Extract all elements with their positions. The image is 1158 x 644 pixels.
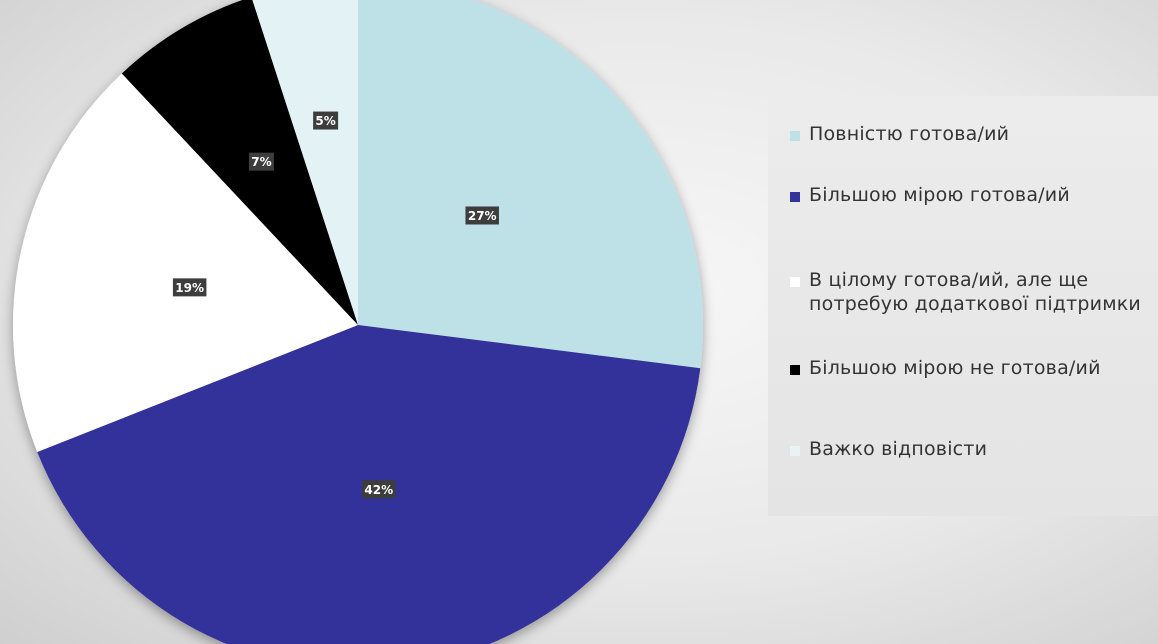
data-label-box [465, 206, 499, 225]
pie-slice [252, 0, 358, 325]
legend-label: В цілому готова/ий, але ще потребую дода… [809, 269, 1141, 315]
data-label-text: 27% [468, 209, 497, 223]
legend-swatch [790, 446, 800, 456]
data-label: 5% [313, 111, 339, 130]
pie-slice [13, 73, 359, 453]
legend-swatch [790, 365, 800, 375]
legend-panel [768, 96, 1158, 516]
data-label-text: 5% [315, 114, 335, 128]
legend-label: Важко відповісти [809, 438, 988, 460]
data-label: 7% [248, 152, 274, 171]
legend-label: Більшою мірою готова/ий [809, 184, 1070, 206]
pie-data-labels: 27% 42% 19% 7% 5% [172, 111, 499, 499]
legend-label: Більшою мірою не готова/ий [809, 357, 1101, 379]
data-label: 42% [362, 480, 396, 499]
legend-label: Повністю готова/ий [809, 123, 1010, 145]
data-label-box [313, 111, 339, 130]
data-label-box [248, 152, 274, 171]
legend-swatch [790, 192, 800, 202]
data-label-box [172, 278, 207, 297]
legend-swatch [790, 277, 800, 287]
data-label-text: 42% [364, 483, 393, 497]
pie-slice [121, 0, 358, 325]
legend-swatch [790, 131, 800, 141]
data-label: 19% [172, 278, 207, 297]
data-label-text: 19% [175, 281, 204, 295]
data-label-box [362, 480, 396, 499]
pie-slice [358, 0, 703, 369]
data-label: 27% [465, 206, 499, 225]
pie-slices [13, 0, 703, 644]
data-label-text: 7% [251, 155, 271, 169]
